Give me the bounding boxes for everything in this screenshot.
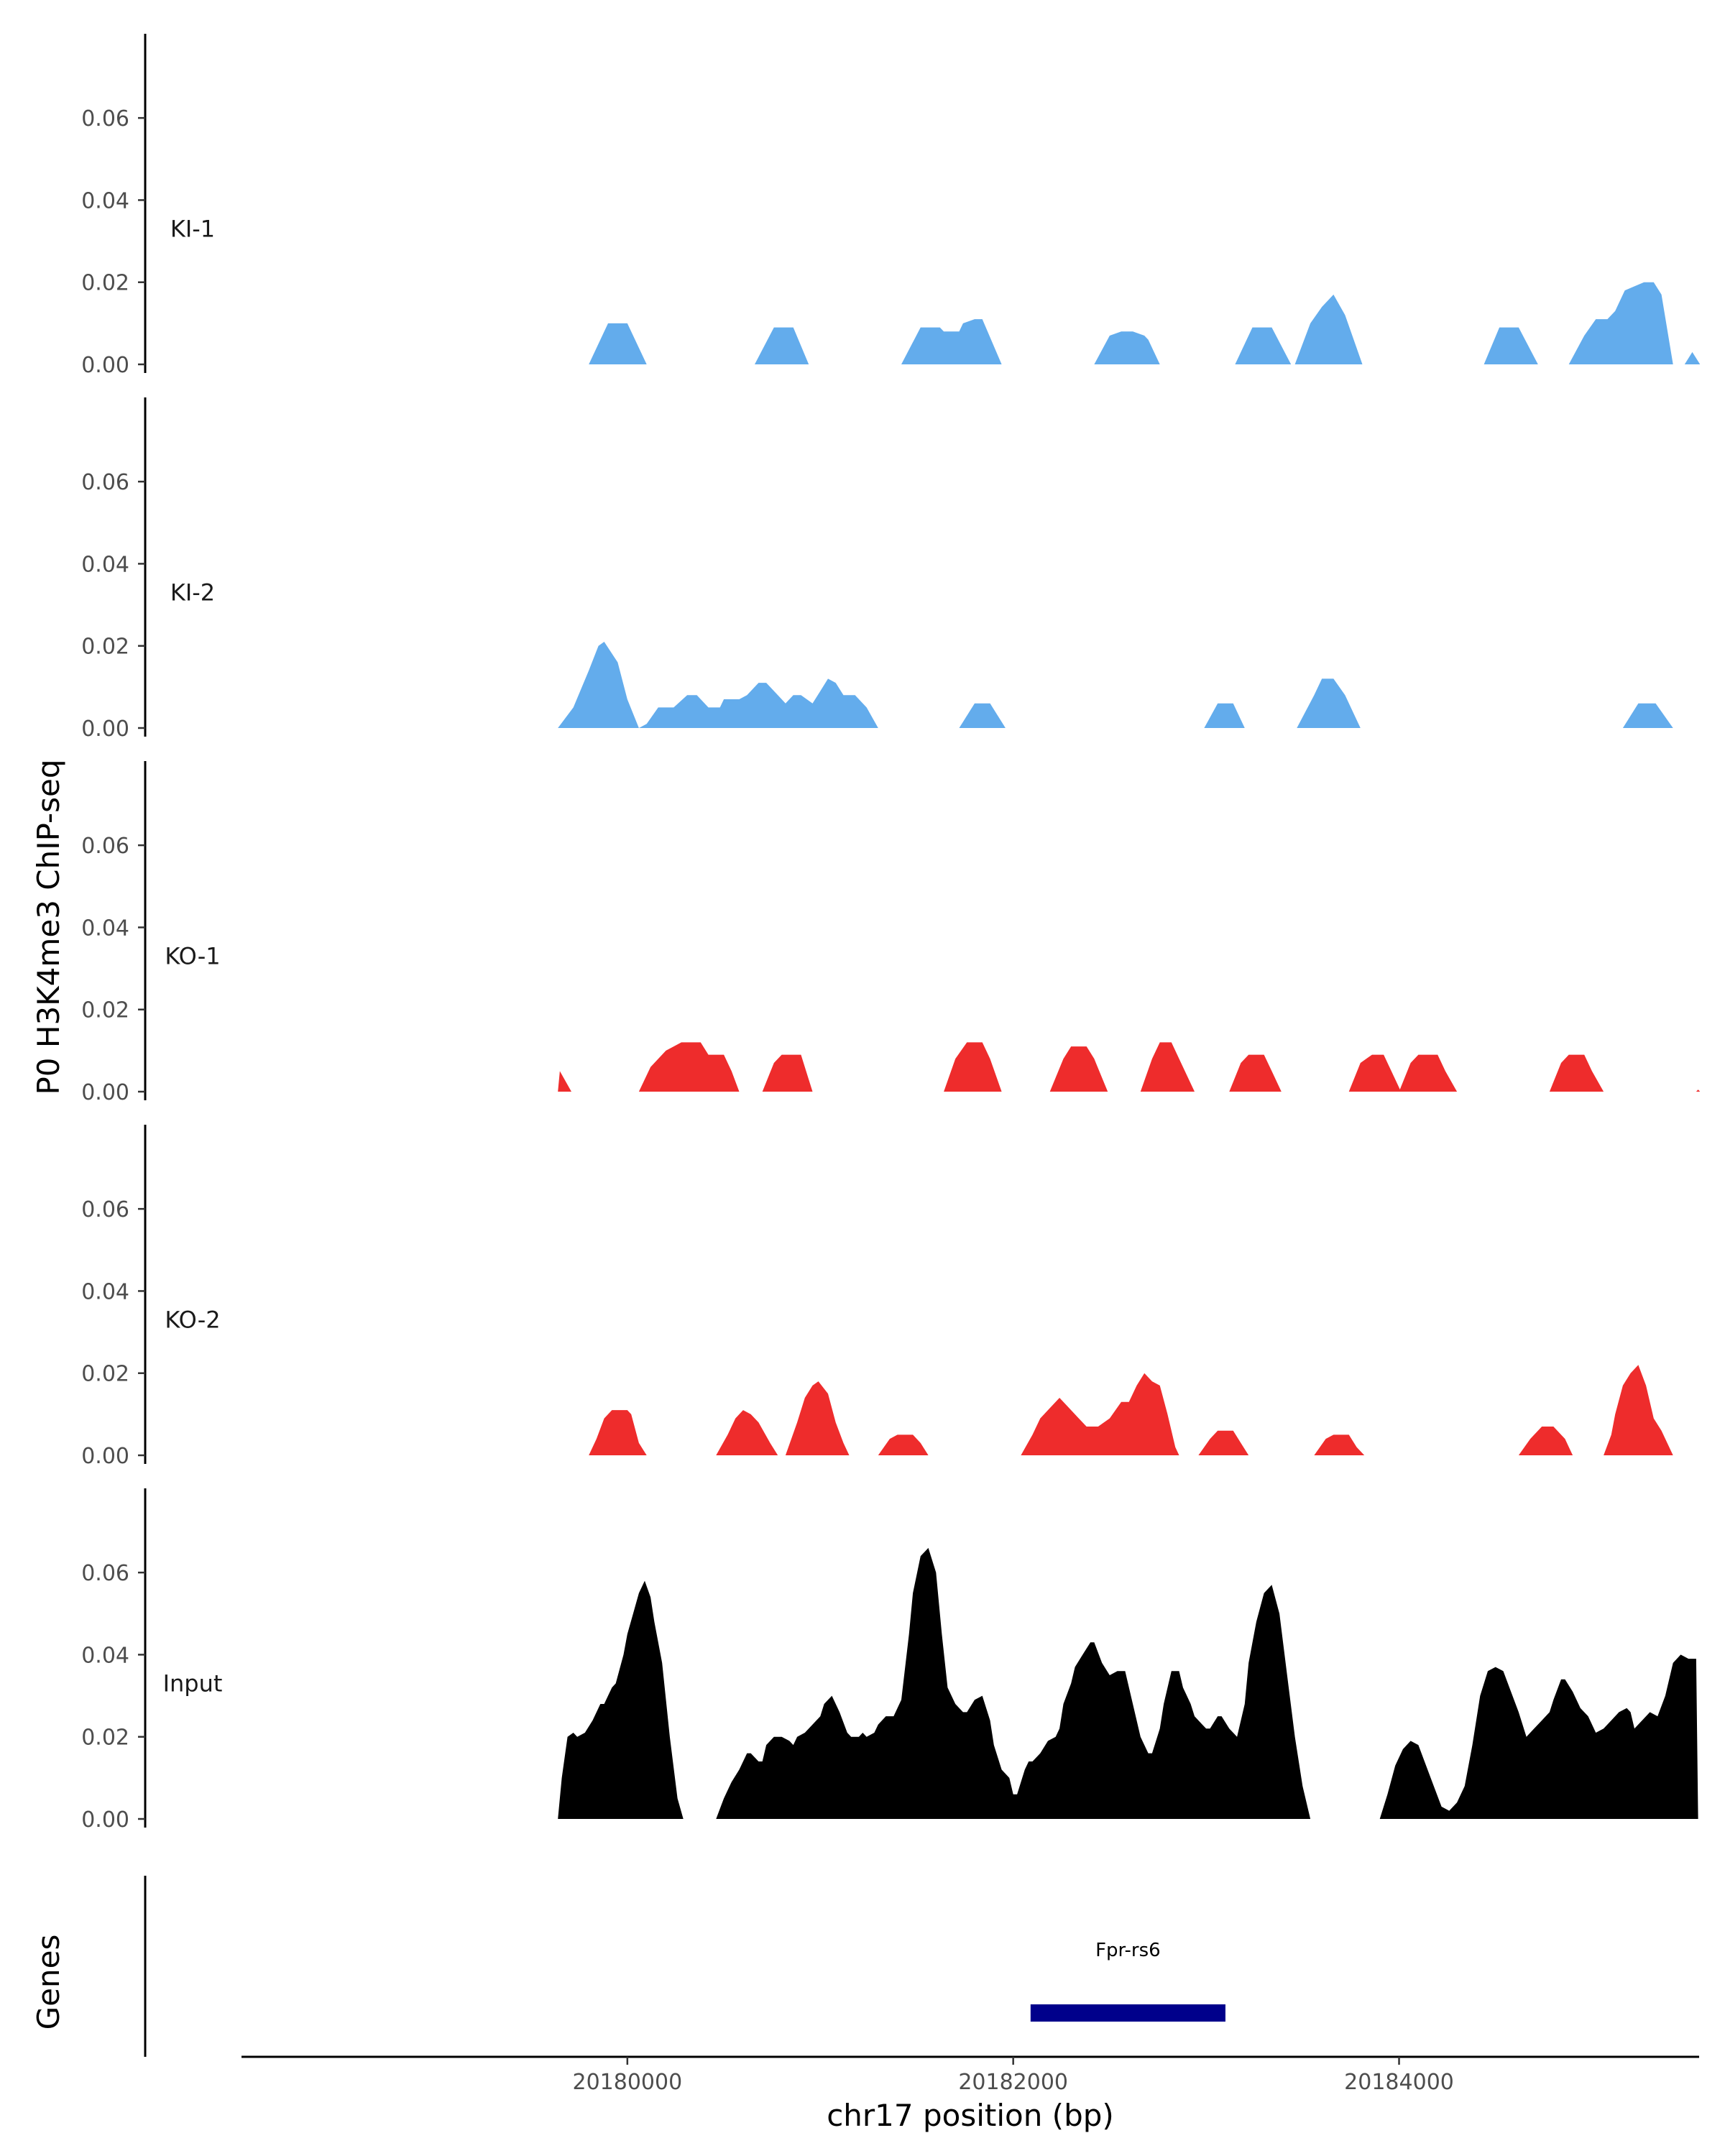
signal-area [1204,703,1245,728]
signal-area [944,1042,1002,1092]
signal-area [901,319,1002,364]
signal-area [716,1547,1311,1819]
signal-area [716,1410,778,1455]
track-label: KI-1 [170,215,215,242]
y-tick-label: 0.02 [81,1726,129,1751]
y-tick-label: 0.02 [81,635,129,660]
y-tick-label: 0.06 [81,470,129,495]
x-axis: 20180000 20182000 20184000 [242,2055,1699,2095]
signal-area [1021,1373,1179,1455]
signal-area [1140,1042,1195,1092]
signal-area [1314,1434,1365,1455]
signal-area [589,323,647,364]
x-tick-label: 20180000 [572,2070,682,2095]
signal-area [1622,703,1673,728]
track-label: KI-2 [170,579,215,606]
track-label: KO-1 [165,942,220,969]
signal-area [755,327,809,364]
signal-area [1696,1089,1701,1092]
x-axis-title: chr17 position (bp) [827,2098,1114,2133]
signal-area [785,1381,850,1455]
y-tick-label: 0.00 [81,353,129,378]
y-tick-label: 0.06 [81,834,129,859]
track-ki-2: 0.00 0.02 0.04 0.06 KI-2 [81,397,1673,742]
x-tick-label: 20184000 [1344,2070,1454,2095]
signal-area [1379,1654,1698,1819]
signal-area [1604,1365,1673,1455]
y-tick-label: 0.04 [81,916,129,941]
signal-area [878,1434,929,1455]
signal-area [638,1042,740,1092]
y-tick-label: 0.06 [81,1197,129,1222]
signal-area [1094,331,1160,364]
signal-area [762,1054,813,1092]
track-label: Input [163,1669,223,1697]
track-ko-2: 0.00 0.02 0.04 0.06 KO-2 [81,1125,1673,1469]
y-tick-label: 0.00 [81,1807,129,1833]
signal-area [1484,327,1538,364]
track-panels: 0.00 0.02 0.04 0.06 KI-1 0.00 0.02 0.04 0.06 KI-2… [81,34,1701,1833]
genes-axis-title: Genes [31,1935,66,2030]
gene-body [1030,2004,1225,2022]
signal-area [1235,294,1363,364]
y-tick-label: 0.00 [81,1444,129,1469]
y-tick-label: 0.06 [81,1561,129,1586]
y-tick-label: 0.02 [81,271,129,296]
signal-area [1549,1054,1604,1092]
signal-area [558,642,878,728]
gene-label: Fpr-rs6 [1095,1940,1161,1961]
signal-area [1229,1054,1282,1092]
y-tick-label: 0.02 [81,998,129,1023]
gene-panel: Fpr-rs6 [144,1876,1225,2057]
track-ki-1: 0.00 0.02 0.04 0.06 KI-1 [81,34,1701,378]
track-input: 0.00 0.02 0.04 0.06 Input [81,1488,1698,1833]
y-tick-label: 0.00 [81,1080,129,1105]
y-axis-title: P0 H3K4me3 ChIP-seq [31,759,66,1095]
y-tick-label: 0.04 [81,188,129,213]
signal-area [1049,1046,1108,1092]
signal-area [558,1580,684,1819]
signal-area [1198,1430,1249,1455]
signal-area [959,703,1006,728]
track-ko-1: 0.00 0.02 0.04 0.06 KO-1 [81,761,1701,1105]
signal-area [1518,1427,1573,1455]
y-tick-label: 0.04 [81,552,129,577]
signal-area [1568,282,1673,364]
signal-area [1297,678,1361,728]
track-label: KO-2 [165,1306,220,1333]
y-tick-label: 0.04 [81,1279,129,1304]
signal-area [1348,1054,1402,1092]
signal-area [1684,351,1701,364]
y-tick-label: 0.04 [81,1643,129,1668]
signal-area [558,1071,571,1092]
x-tick-label: 20182000 [958,2070,1068,2095]
y-tick-label: 0.00 [81,717,129,742]
y-tick-label: 0.02 [81,1362,129,1387]
y-tick-label: 0.06 [81,106,129,132]
signal-area [1399,1054,1458,1092]
signal-area [589,1410,647,1455]
